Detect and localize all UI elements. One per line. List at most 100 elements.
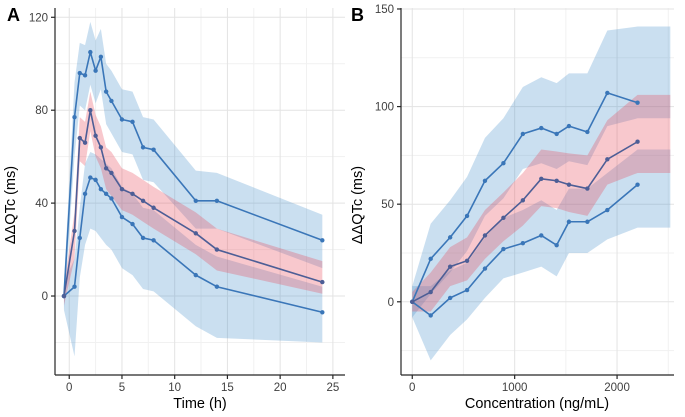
- y-tick-label: 50: [381, 199, 394, 211]
- upper-profile-band: [63, 21, 323, 310]
- upper-profile-point: [82, 73, 88, 78]
- axes: 0 1000 2000 0 50 100 150: [375, 4, 674, 394]
- middle-profile-band: [63, 91, 323, 306]
- lower-profile-line: [63, 176, 324, 314]
- upper-profile-point: [93, 68, 98, 73]
- middle-exposure-point: [539, 176, 544, 182]
- upper-exposure-point: [566, 123, 572, 129]
- upper-exposure-point: [585, 129, 590, 135]
- upper-profile-point: [109, 98, 114, 104]
- panel-b-x-axis-title: Concentration (ng/mL): [465, 396, 609, 412]
- y-tick-label: 0: [42, 291, 48, 303]
- lower-profile-point: [88, 175, 93, 180]
- middle-profile-point: [98, 145, 104, 150]
- middle-profile-point: [82, 140, 88, 145]
- upper-profile-point: [151, 147, 156, 152]
- axes: 0 5 10 15 20 25 0 40 80 120: [29, 8, 345, 394]
- y-tick-label: 0: [388, 297, 394, 309]
- y-tick-label: 120: [29, 12, 48, 24]
- upper-profile-point: [214, 198, 220, 203]
- middle-profile-point: [151, 205, 156, 210]
- middle-exposure-point: [554, 178, 559, 183]
- middle-profile-point: [61, 293, 67, 299]
- middle-profile-point: [119, 186, 125, 192]
- upper-exposure-point: [447, 235, 453, 240]
- lower-profile-point: [130, 221, 135, 227]
- lower-profile-point: [193, 272, 198, 278]
- upper-profile-point: [140, 145, 146, 150]
- upper-exposure-point: [501, 160, 506, 166]
- middle-exposure-point: [428, 289, 433, 295]
- middle-exposure-point: [482, 233, 488, 238]
- panel-a-x-axis-title: Time (h): [173, 396, 226, 412]
- x-tick-label: 0: [409, 382, 415, 394]
- middle-exposure-point: [410, 299, 415, 304]
- upper-exposure-point: [520, 131, 526, 137]
- lower-exposure-point: [566, 219, 572, 224]
- upper-profile-point: [320, 238, 325, 243]
- lower-exposure-point: [539, 233, 544, 238]
- middle-exposure-band: [412, 94, 671, 312]
- middle-profile-point: [103, 166, 109, 171]
- x-tick-label: 20: [274, 382, 287, 394]
- upper-profile-line: [63, 51, 324, 297]
- middle-profile-point: [193, 231, 198, 236]
- panel-a-y-axis-title: ΔΔQTc (ms): [3, 166, 19, 244]
- upper-profile-point: [88, 49, 93, 55]
- lower-profile-point: [82, 191, 88, 197]
- panel-b-label: B: [351, 5, 364, 25]
- lower-exposure-point: [428, 313, 433, 318]
- lower-exposure-point: [554, 242, 559, 248]
- x-tick-label: 0: [66, 382, 72, 394]
- upper-exposure-point: [482, 178, 488, 183]
- lower-exposure-point: [605, 207, 610, 213]
- middle-profile-point: [140, 198, 146, 203]
- lower-exposure-point: [501, 246, 506, 252]
- upper-exposure-band: [412, 26, 671, 318]
- lower-exposure-point: [464, 287, 470, 293]
- lower-exposure-point: [447, 295, 453, 301]
- lower-exposure-band: [412, 149, 671, 361]
- x-tick-label: 1000: [502, 382, 528, 394]
- lower-exposure-point: [585, 219, 590, 224]
- panel-b-y-axis-title: ΔΔQTc (ms): [350, 166, 366, 244]
- series-lines: [410, 90, 640, 318]
- middle-exposure-point: [635, 139, 640, 144]
- lower-profile-band: [63, 152, 323, 357]
- lower-profile-point: [93, 177, 98, 183]
- middle-profile-point: [130, 191, 135, 197]
- lower-profile-point: [119, 214, 125, 220]
- upper-profile-point: [77, 70, 82, 76]
- upper-profile-point: [119, 117, 125, 122]
- middle-exposure-point: [605, 157, 610, 162]
- middle-exposure-point: [447, 264, 453, 269]
- upper-exposure-point: [428, 256, 433, 262]
- upper-profile-point: [130, 119, 135, 125]
- series-lines: [61, 49, 325, 315]
- upper-profile-point: [193, 198, 198, 203]
- lower-exposure-point: [635, 182, 640, 187]
- upper-exposure-point: [464, 213, 470, 219]
- y-tick-label: 40: [35, 198, 48, 210]
- confidence-bands: [63, 21, 323, 357]
- lower-profile-point: [109, 196, 114, 201]
- upper-profile-point: [98, 54, 104, 59]
- gridlines: [401, 8, 674, 375]
- middle-profile-point: [109, 170, 114, 176]
- lower-profile-point: [320, 310, 325, 315]
- x-tick-label: 5: [119, 382, 125, 394]
- gridlines: [55, 8, 345, 375]
- lower-profile-point: [98, 186, 104, 192]
- y-tick-label: 80: [35, 105, 48, 117]
- upper-exposure-point: [554, 131, 559, 137]
- upper-exposure-point: [635, 100, 640, 105]
- upper-profile-point: [72, 114, 77, 120]
- lower-exposure-point: [520, 241, 526, 246]
- middle-profile-line: [63, 109, 324, 297]
- lower-profile-point: [151, 238, 156, 243]
- upper-exposure-point: [539, 125, 544, 131]
- y-tick-label: 150: [375, 4, 394, 16]
- panel-b-plot: 0 1000 2000 0 50 100 150: [375, 4, 674, 394]
